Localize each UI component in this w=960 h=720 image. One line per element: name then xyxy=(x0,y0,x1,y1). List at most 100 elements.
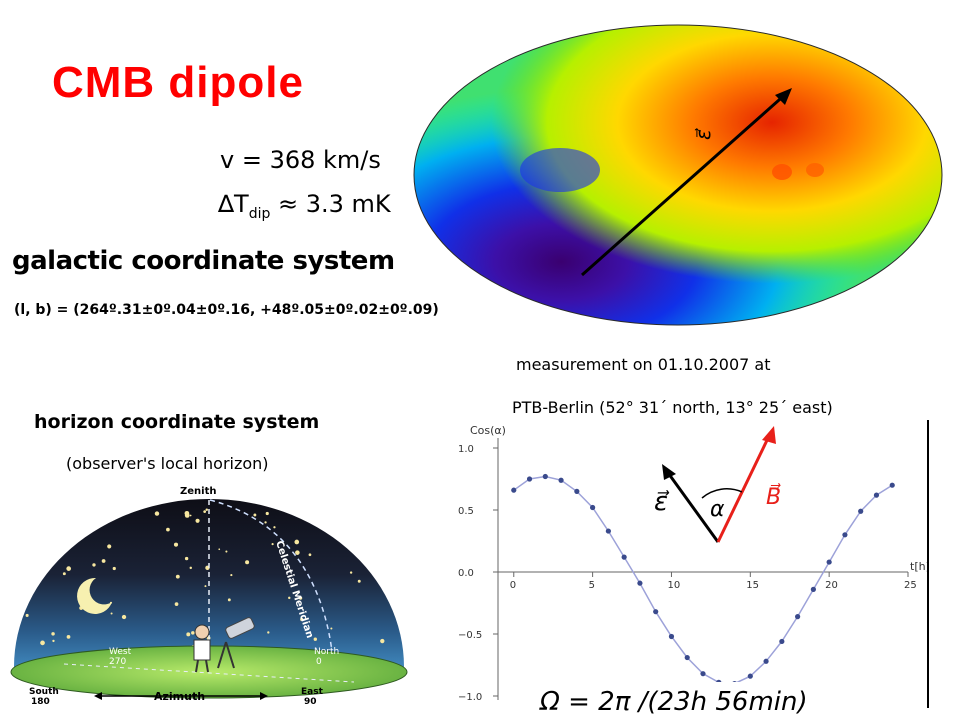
dt-subscript: dip xyxy=(248,205,271,222)
x-tick-label: 15 xyxy=(746,580,759,591)
star xyxy=(204,585,207,588)
horizon-diagram: Zenith Celestial Meridian West 270 North… xyxy=(10,486,408,707)
star xyxy=(101,559,106,563)
data-point xyxy=(653,609,659,615)
star xyxy=(273,526,276,529)
data-point xyxy=(842,532,848,538)
star xyxy=(184,556,189,561)
data-point xyxy=(795,614,801,620)
star xyxy=(110,612,113,615)
moon-icon xyxy=(77,577,112,614)
b-inset-label: B⃗ xyxy=(766,483,781,510)
star xyxy=(121,614,127,620)
star xyxy=(66,566,72,571)
star xyxy=(53,511,56,514)
star xyxy=(154,511,160,516)
star xyxy=(313,637,317,641)
east-degree: 90 xyxy=(304,697,317,707)
data-point xyxy=(810,586,816,592)
south-degree: 180 xyxy=(31,697,50,707)
horizon-subtitle: (observer's local horizon) xyxy=(66,454,269,473)
star xyxy=(166,527,170,532)
zenith-label: Zenith xyxy=(180,486,216,497)
data-point xyxy=(873,492,880,498)
alpha-inset-label: α xyxy=(710,497,725,522)
star xyxy=(52,503,56,507)
data-point xyxy=(858,508,864,514)
epsilon-inset-arrowhead xyxy=(662,464,676,480)
cmb-dipole-map: ε⃗ xyxy=(413,24,943,326)
x-tick-label: 10 xyxy=(667,580,680,591)
azimuth-label: Azimuth xyxy=(154,690,205,703)
star xyxy=(205,508,209,512)
x-tick-label: 25 xyxy=(904,580,917,591)
data-point xyxy=(605,528,611,534)
star xyxy=(31,549,35,552)
sidereal-formula: Ω = 2π /(23h 56min) xyxy=(539,687,808,717)
y-axis-label: Cos(α) xyxy=(470,424,506,437)
star xyxy=(52,639,55,643)
y-tick-label: 1.0 xyxy=(458,444,474,455)
data-point xyxy=(542,473,548,480)
star xyxy=(92,563,96,567)
data-point xyxy=(684,654,690,661)
dt-suffix: ≈ 3.3 mK xyxy=(270,190,391,218)
star xyxy=(349,571,353,574)
data-point xyxy=(621,554,627,560)
data-point xyxy=(637,580,643,586)
star xyxy=(294,539,300,545)
star xyxy=(265,511,269,516)
x-axis-label: t[h] xyxy=(910,560,930,573)
star xyxy=(112,566,116,571)
cos-alpha-chart: Cos(α) t[h] 0 5 10 15 20 25 1.0 0.5 0.0 −0.5 −1.0 ε… xyxy=(458,420,930,717)
star xyxy=(298,596,303,600)
x-tick-label: 5 xyxy=(589,580,595,591)
north-label: North xyxy=(314,647,339,657)
data-point xyxy=(526,476,533,482)
star xyxy=(203,510,207,513)
data-point xyxy=(779,638,785,645)
y-tick-label: −1.0 xyxy=(458,692,482,703)
star xyxy=(357,579,361,583)
star xyxy=(380,638,385,644)
celestial-meridian-line xyxy=(209,499,335,673)
star xyxy=(230,574,233,577)
star xyxy=(389,599,392,602)
star xyxy=(264,521,267,524)
velocity-value: v = 368 km/s xyxy=(220,146,381,174)
star xyxy=(375,549,379,553)
south-label: South xyxy=(29,687,59,697)
north-degree: 0 xyxy=(316,657,322,667)
star xyxy=(225,550,228,553)
star xyxy=(308,553,312,557)
star xyxy=(40,640,45,646)
vector-inset: ε⃗ α B⃗ xyxy=(654,426,781,543)
horizon-heading: horizon coordinate system xyxy=(34,411,320,433)
data-point xyxy=(668,633,675,640)
map-vector-label: ε⃗ xyxy=(691,128,715,140)
star xyxy=(25,613,29,617)
dt-prefix: ∆T xyxy=(218,190,249,218)
west-degree: 270 xyxy=(109,657,126,667)
star xyxy=(186,632,191,637)
galactic-heading: galactic coordinate system xyxy=(12,246,395,276)
star xyxy=(175,574,180,579)
star xyxy=(300,617,304,621)
data-point xyxy=(574,488,580,494)
data-point xyxy=(826,559,832,565)
star xyxy=(62,572,66,576)
star xyxy=(73,525,76,528)
star xyxy=(267,631,270,634)
star xyxy=(218,548,221,551)
x-tick-label: 20 xyxy=(825,580,838,591)
star xyxy=(288,596,291,600)
star xyxy=(184,510,190,516)
star xyxy=(195,518,200,523)
star xyxy=(107,544,112,549)
data-point xyxy=(558,477,564,483)
star xyxy=(387,567,390,571)
star xyxy=(134,504,139,509)
star xyxy=(66,634,71,639)
page-title: CMB dipole xyxy=(52,58,304,107)
west-label: West xyxy=(109,647,132,657)
